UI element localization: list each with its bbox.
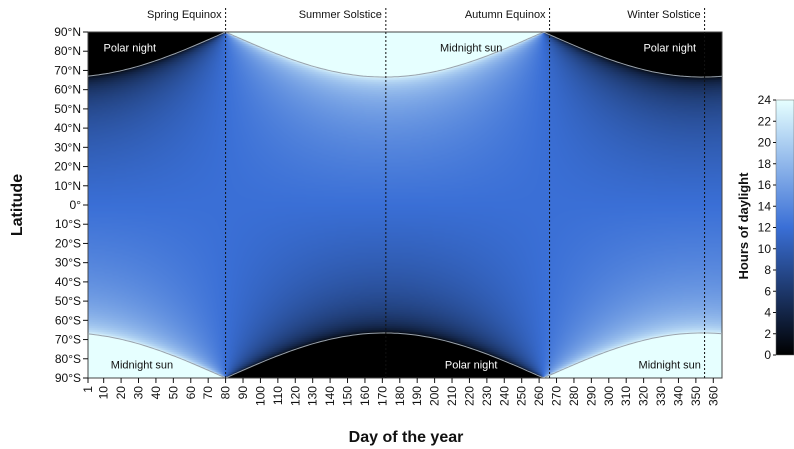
- colorbar-tick-label-2: 4: [764, 306, 771, 320]
- y-tick-label-0: 90°N: [54, 25, 81, 39]
- y-tick-label-7: 20°N: [54, 160, 81, 174]
- y-tick-label-1: 80°N: [54, 44, 81, 58]
- x-tick-label-33: 330: [654, 386, 668, 406]
- x-tick-label-20: 200: [428, 386, 442, 406]
- chart-overlays: Spring Equinox Summer Solstice Autumn Equi…: [87, 8, 723, 379]
- heatmap-image: [88, 32, 722, 378]
- colorbar-tick-label-0: 0: [764, 348, 771, 362]
- x-tick-label-22: 220: [462, 386, 476, 406]
- y-tick-label-17: 80°S: [55, 352, 81, 366]
- x-tick-label-8: 80: [219, 386, 233, 400]
- colorbar-gradient: [775, 99, 794, 356]
- x-tick-label-34: 340: [671, 386, 685, 406]
- region-label-3: Midnight sun: [111, 360, 173, 372]
- colorbar-tick-label-11: 22: [758, 114, 772, 128]
- colorbar-tick-label-8: 16: [758, 178, 772, 192]
- heatmap-plot-area: [87, 31, 723, 379]
- x-tick-label-0: 1: [81, 386, 95, 393]
- x-tick-label-36: 360: [706, 386, 720, 406]
- x-tick-label-30: 300: [602, 386, 616, 406]
- x-tick-label-10: 100: [253, 386, 267, 406]
- x-tick-label-28: 280: [567, 386, 581, 406]
- x-tick-label-16: 160: [358, 386, 372, 406]
- region-label-4: Polar night: [445, 360, 498, 372]
- colorbar-title: Hours of daylight: [736, 172, 751, 280]
- x-tick-label-7: 70: [201, 386, 215, 400]
- colorbar-tick-label-6: 12: [758, 221, 772, 235]
- colorbar-tick-label-9: 18: [758, 157, 772, 171]
- x-tick-label-29: 290: [584, 386, 598, 406]
- x-tick-label-31: 310: [619, 386, 633, 406]
- y-tick-label-11: 20°S: [55, 236, 81, 250]
- x-tick-label-25: 250: [515, 386, 529, 406]
- y-tick-label-9: 0°: [70, 198, 82, 212]
- colorbar-tick-label-10: 20: [758, 136, 772, 150]
- x-tick-label-4: 40: [149, 386, 163, 400]
- y-axis-title: Latitude: [9, 174, 26, 236]
- x-tick-label-23: 230: [480, 386, 494, 406]
- x-tick-label-26: 260: [532, 386, 546, 406]
- y-tick-label-3: 60°N: [54, 83, 81, 97]
- event-label-0: Spring Equinox: [147, 9, 222, 21]
- y-tick-label-10: 10°S: [55, 217, 81, 231]
- colorbar-tick-label-3: 6: [764, 284, 771, 298]
- event-label-1: Summer Solstice: [299, 9, 382, 21]
- x-tick-label-19: 190: [410, 386, 424, 406]
- y-tick-label-13: 40°S: [55, 275, 81, 289]
- region-label-0: Polar night: [104, 42, 157, 54]
- x-tick-label-5: 50: [166, 386, 180, 400]
- event-label-2: Autumn Equinox: [465, 9, 546, 21]
- region-label-1: Midnight sun: [440, 42, 502, 54]
- x-tick-label-6: 60: [184, 386, 198, 400]
- chart-axes: 90°N 80°N 70°N 60°N 50°N 40°N 30°N 20°N 10°N 0° 10…: [54, 25, 720, 406]
- x-tick-label-27: 270: [550, 386, 564, 406]
- y-tick-label-4: 50°N: [54, 102, 81, 116]
- south-polar-boundary-line: [87, 332, 723, 379]
- x-tick-label-24: 240: [497, 386, 511, 406]
- colorbar-tick-label-12: 24: [758, 93, 772, 107]
- region-label-5: Midnight sun: [639, 360, 701, 372]
- x-tick-label-12: 120: [288, 386, 302, 406]
- colorbar-tick-label-5: 10: [758, 242, 772, 256]
- event-label-3: Winter Solstice: [627, 9, 700, 21]
- y-tick-label-18: 90°S: [55, 371, 81, 385]
- x-tick-label-13: 130: [306, 386, 320, 406]
- y-tick-label-14: 50°S: [55, 294, 81, 308]
- x-tick-label-3: 30: [132, 386, 146, 400]
- colorbar-tick-label-1: 2: [764, 327, 771, 341]
- x-tick-label-18: 180: [393, 386, 407, 406]
- y-tick-label-8: 10°N: [54, 179, 81, 193]
- x-tick-label-21: 210: [445, 386, 459, 406]
- x-tick-label-9: 90: [236, 386, 250, 400]
- x-tick-label-15: 150: [341, 386, 355, 406]
- region-label-2: Polar night: [643, 42, 696, 54]
- x-tick-label-14: 140: [323, 386, 337, 406]
- x-tick-label-1: 10: [97, 386, 111, 400]
- x-tick-label-2: 20: [114, 386, 128, 400]
- y-tick-label-15: 60°S: [55, 313, 81, 327]
- y-tick-label-5: 40°N: [54, 121, 81, 135]
- x-tick-label-11: 110: [271, 386, 285, 405]
- y-tick-label-2: 70°N: [54, 63, 81, 77]
- colorbar-tick-label-4: 8: [764, 263, 771, 277]
- x-tick-label-32: 320: [637, 386, 651, 406]
- y-tick-label-16: 70°S: [55, 333, 81, 347]
- x-tick-label-35: 350: [689, 386, 703, 406]
- y-tick-label-6: 30°N: [54, 140, 81, 154]
- x-tick-label-17: 170: [375, 386, 389, 406]
- colorbar-tick-label-7: 14: [758, 199, 772, 213]
- x-axis-title: Day of the year: [349, 429, 464, 446]
- y-tick-label-12: 30°S: [55, 256, 81, 270]
- north-polar-boundary-line: [87, 31, 723, 78]
